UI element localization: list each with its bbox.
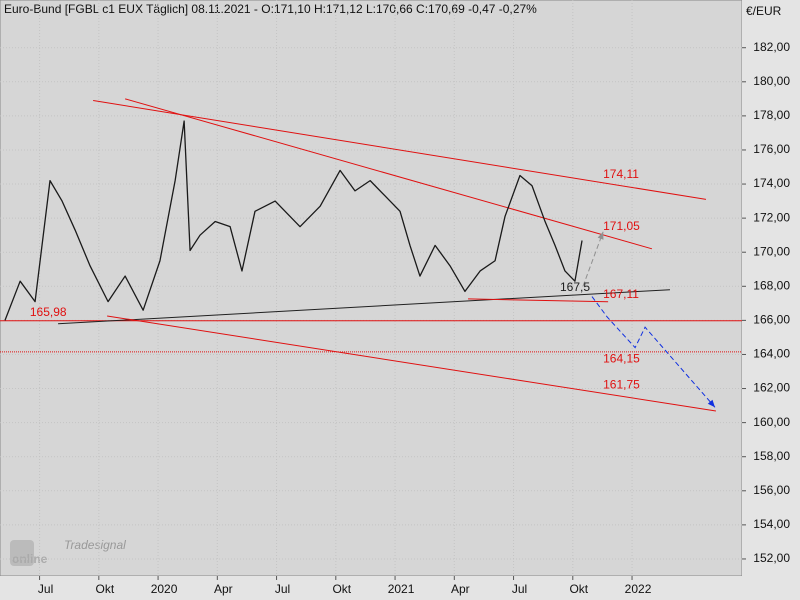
x-tick-label: Jul (275, 582, 290, 596)
logo-brand: Tradesignal (64, 538, 126, 552)
price-line (4, 120, 583, 321)
y-tick-label: 164,00 (753, 347, 790, 361)
x-tick-label: 2022 (625, 582, 652, 596)
projection-arrow (591, 296, 716, 408)
annotation: 171,05 (603, 219, 640, 233)
x-tick-label: Jul (38, 582, 53, 596)
x-tick-label: Okt (332, 582, 351, 596)
logo-name: online (12, 552, 48, 566)
y-tick-label: 172,00 (753, 210, 790, 224)
y-tick-label: 162,00 (753, 381, 790, 395)
y-tick-label: 158,00 (753, 449, 790, 463)
x-tick-label: Okt (569, 582, 588, 596)
projection-arrow (582, 231, 604, 287)
trend-line (93, 100, 707, 200)
arrow-head (707, 399, 715, 408)
annotation: 165,98 (30, 305, 67, 319)
y-tick-label: 152,00 (753, 551, 790, 565)
trend-line (468, 298, 609, 303)
y-tick-label: 154,00 (753, 517, 790, 531)
chart-title: Euro-Bund [FGBL c1 EUX Täglich] 08.11.20… (4, 2, 537, 16)
trend-line (107, 315, 717, 412)
x-tick-label: Okt (95, 582, 114, 596)
y-tick-label: 182,00 (753, 40, 790, 54)
y-tick-label: 180,00 (753, 74, 790, 88)
annotation: 174,11 (603, 167, 639, 181)
plot-area (0, 0, 743, 577)
annotation: 167,11 (603, 287, 639, 301)
annotation: 161,75 (603, 377, 640, 391)
y-tick-label: 176,00 (753, 142, 790, 156)
y-tick-label: 168,00 (753, 278, 790, 292)
trend-line (58, 289, 670, 325)
x-tick-label: 2021 (388, 582, 415, 596)
x-tick-label: 2020 (151, 582, 178, 596)
y-tick-label: 166,00 (753, 313, 790, 327)
x-axis-area (0, 576, 742, 600)
annotation: 167,5 (560, 280, 590, 294)
unit-label: €/EUR (746, 4, 782, 18)
y-tick-label: 170,00 (753, 244, 790, 258)
y-tick-label: 174,00 (753, 176, 790, 190)
logo: Tradesignal online (10, 538, 126, 566)
arrow-head (597, 231, 604, 240)
y-tick-label: 160,00 (753, 415, 790, 429)
logo-badge (10, 540, 34, 566)
annotation: 164,15 (603, 352, 640, 366)
y-axis-area (742, 0, 800, 600)
trend-line (124, 98, 653, 250)
y-tick-label: 178,00 (753, 108, 790, 122)
x-tick-label: Jul (512, 582, 527, 596)
x-tick-label: Apr (214, 582, 233, 596)
x-tick-label: Apr (451, 582, 470, 596)
y-tick-label: 156,00 (753, 483, 790, 497)
